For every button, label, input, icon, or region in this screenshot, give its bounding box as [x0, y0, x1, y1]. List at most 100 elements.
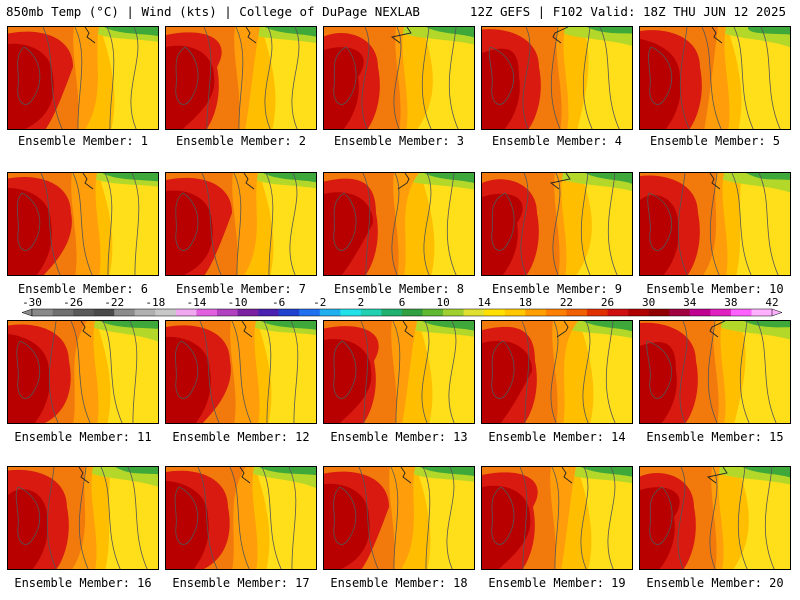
ensemble-member-label: Ensemble Member: 7	[175, 282, 307, 296]
colorbar-tick-label: -18	[145, 296, 165, 309]
colorbar-tick-label: -2	[313, 296, 326, 309]
ensemble-map-8	[323, 172, 475, 276]
ensemble-member-label: Ensemble Member: 17	[172, 576, 310, 590]
colorbar-swatch	[545, 309, 567, 316]
colorbar-swatch	[258, 309, 279, 316]
colorbar-swatch	[422, 309, 444, 316]
ensemble-map-9	[481, 172, 633, 276]
ensemble-map-16	[7, 466, 159, 570]
colorbar-tick-label: -26	[63, 296, 83, 309]
ensemble-map-13	[323, 320, 475, 424]
ensemble-member-label: Ensemble Member: 8	[333, 282, 465, 296]
ensemble-member-label: Ensemble Member: 4	[491, 134, 623, 148]
colorbar-tick-label: 18	[519, 296, 532, 309]
colorbar-tick-label: 10	[436, 296, 449, 309]
ensemble-map-15	[639, 320, 791, 424]
colorbar-swatch	[175, 309, 197, 316]
colorbar-swatch	[587, 309, 608, 316]
colorbar-tick-label: -30	[22, 296, 42, 309]
colorbar-swatch	[607, 309, 629, 316]
colorbar-tick-label: 34	[683, 296, 697, 309]
ensemble-member-label: Ensemble Member: 16	[14, 576, 152, 590]
colorbar-swatch	[484, 309, 506, 316]
ensemble-map-19	[481, 466, 633, 570]
colorbar-swatch	[751, 309, 773, 316]
colorbar-swatch	[32, 309, 53, 316]
ensemble-member-label: Ensemble Member: 14	[488, 430, 626, 444]
colorbar-left-arrow	[21, 308, 33, 317]
colorbar-tick-label: 38	[724, 296, 737, 309]
colorbar-swatch	[196, 309, 218, 316]
colorbar-swatch	[340, 309, 362, 316]
colorbar-tick-label: 42	[765, 296, 778, 309]
ensemble-map-7	[165, 172, 317, 276]
colorbar-tick-label: 2	[358, 296, 365, 309]
colorbar-swatch	[504, 309, 526, 316]
model-run-info: 12Z GEFS | F102 Valid: 18Z THU JUN 12 20…	[469, 4, 786, 19]
ensemble-map-20	[639, 466, 791, 570]
colorbar-swatch	[134, 309, 156, 316]
colorbar-swatch	[443, 309, 464, 316]
ensemble-member-label: Ensemble Member: 18	[330, 576, 468, 590]
ensemble-map-17	[165, 466, 317, 570]
ensemble-member-label: Ensemble Member: 6	[17, 282, 149, 296]
ensemble-member-label: Ensemble Member: 10	[646, 282, 784, 296]
colorbar-swatch	[463, 309, 485, 316]
colorbar-frame	[31, 308, 773, 317]
ensemble-member-label: Ensemble Member: 12	[172, 430, 310, 444]
colorbar-swatch	[628, 309, 649, 316]
ensemble-map-12	[165, 320, 317, 424]
colorbar-swatch	[566, 309, 588, 316]
colorbar-tick-label: 22	[560, 296, 573, 309]
ensemble-map-18	[323, 466, 475, 570]
colorbar-swatch	[525, 309, 547, 316]
ensemble-member-label: Ensemble Member: 3	[333, 134, 465, 148]
ensemble-member-label: Ensemble Member: 11	[14, 430, 152, 444]
map-title: 850mb Temp (°C) | Wind (kts) | College o…	[6, 4, 420, 19]
colorbar-swatch	[93, 309, 115, 316]
ensemble-member-label: Ensemble Member: 13	[330, 430, 468, 444]
colorbar-swatch	[217, 309, 238, 316]
temperature-colorbar: -30 -26 -22 -18 -14 -10 -6 -2 2 6 10 14 18 22 26 30 34 38…	[21, 296, 783, 317]
colorbar-swatch	[299, 309, 321, 316]
colorbar-swatch	[381, 309, 403, 316]
ensemble-map-10	[639, 172, 791, 276]
colorbar-tick-label: 6	[399, 296, 406, 309]
ensemble-map-5	[639, 26, 791, 130]
colorbar-swatch	[237, 309, 259, 316]
colorbar-swatch	[648, 309, 670, 316]
colorbar-tick-label: -22	[104, 296, 124, 309]
ensemble-map-11	[7, 320, 159, 424]
ensemble-member-label: Ensemble Member: 5	[649, 134, 781, 148]
colorbar-tick-label: -6	[272, 296, 285, 309]
ensemble-map-1	[7, 26, 159, 130]
ensemble-member-label: Ensemble Member: 19	[488, 576, 626, 590]
colorbar-swatch	[360, 309, 382, 316]
colorbar-right-arrow	[771, 308, 783, 317]
colorbar-tick-label: -14	[187, 296, 207, 309]
ensemble-map-14	[481, 320, 633, 424]
colorbar-swatch	[730, 309, 752, 316]
ensemble-map-2	[165, 26, 317, 130]
colorbar-tick-label: -10	[228, 296, 248, 309]
colorbar-swatch	[278, 309, 300, 316]
colorbar-swatch	[689, 309, 711, 316]
ensemble-map-4	[481, 26, 633, 130]
colorbar-swatch	[402, 309, 423, 316]
colorbar-tick-label: 14	[478, 296, 492, 309]
colorbar-swatch	[52, 309, 74, 316]
colorbar-swatch	[155, 309, 177, 316]
colorbar-swatch	[114, 309, 136, 316]
ensemble-member-label: Ensemble Member: 20	[646, 576, 784, 590]
ensemble-member-label: Ensemble Member: 2	[175, 134, 307, 148]
ensemble-map-6	[7, 172, 159, 276]
colorbar-swatch	[73, 309, 94, 316]
colorbar-swatch	[669, 309, 691, 316]
colorbar-tick-label: 26	[601, 296, 614, 309]
colorbar-tick-label: 30	[642, 296, 655, 309]
ensemble-member-label: Ensemble Member: 15	[646, 430, 784, 444]
ensemble-member-label: Ensemble Member: 1	[17, 134, 149, 148]
ensemble-map-3	[323, 26, 475, 130]
ensemble-member-label: Ensemble Member: 9	[491, 282, 623, 296]
colorbar-swatch	[319, 309, 341, 316]
